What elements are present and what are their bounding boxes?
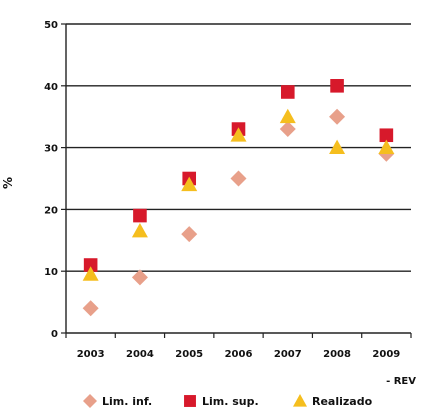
marker-diamond-2006 (230, 170, 247, 187)
axes (61, 23, 412, 338)
marker-triangle-2008 (329, 139, 346, 154)
legend-triangle-icon (293, 394, 307, 407)
legend-diamond-icon (83, 394, 97, 408)
marker-square-2003 (83, 258, 98, 272)
marker-diamond-2005 (181, 226, 198, 243)
data-markers (82, 79, 395, 317)
marker-square-2009 (379, 128, 394, 143)
y-tick-label: 0 (51, 329, 58, 340)
y-axis-label: % (1, 177, 15, 189)
legend-label: Realizado (312, 395, 373, 408)
y-tick-label: 30 (44, 144, 58, 155)
y-tick-label: 50 (44, 20, 58, 31)
marker-diamond-2003 (82, 300, 99, 317)
marker-square-2008 (330, 79, 344, 93)
x-tick-label: 2008 (323, 349, 351, 360)
marker-triangle-2004 (131, 223, 148, 238)
marker-triangle-2003 (82, 266, 99, 281)
marker-diamond-2007 (279, 121, 296, 138)
x-tick-label: 2007 (274, 349, 302, 360)
marker-triangle-2006 (230, 127, 247, 142)
marker-triangle-2005 (181, 176, 198, 192)
y-tick-label: 20 (44, 205, 58, 216)
marker-diamond-2008 (329, 108, 346, 125)
gridlines (66, 23, 411, 272)
x-tick-label: 2004 (126, 349, 154, 360)
y-tick-label: 10 (44, 267, 58, 278)
y-tick-label: 40 (44, 82, 58, 93)
x-tick-label: 2009 (372, 349, 400, 360)
legend-label: Lim. sup. (202, 395, 259, 408)
marker-square-2004 (133, 208, 147, 223)
legend: Lim. inf. Lim. sup. Realizado (83, 394, 373, 408)
legend-label: Lim. inf. (102, 395, 152, 408)
x-axis-note: - REV (386, 376, 416, 387)
x-tick-label: 2005 (175, 349, 203, 360)
legend-square-icon (184, 395, 196, 407)
y-tick-labels: 0 10 20 30 40 50 (44, 20, 58, 340)
marker-triangle-2009 (378, 139, 395, 154)
x-tick-label: 2006 (225, 349, 253, 360)
marker-square-2007 (280, 85, 295, 99)
x-tick-label: 2003 (77, 349, 105, 360)
x-tick-labels: 2003 2004 2005 2006 2007 2008 2009 (77, 349, 401, 360)
marker-diamond-2004 (131, 269, 148, 286)
marker-triangle-2007 (279, 108, 296, 124)
